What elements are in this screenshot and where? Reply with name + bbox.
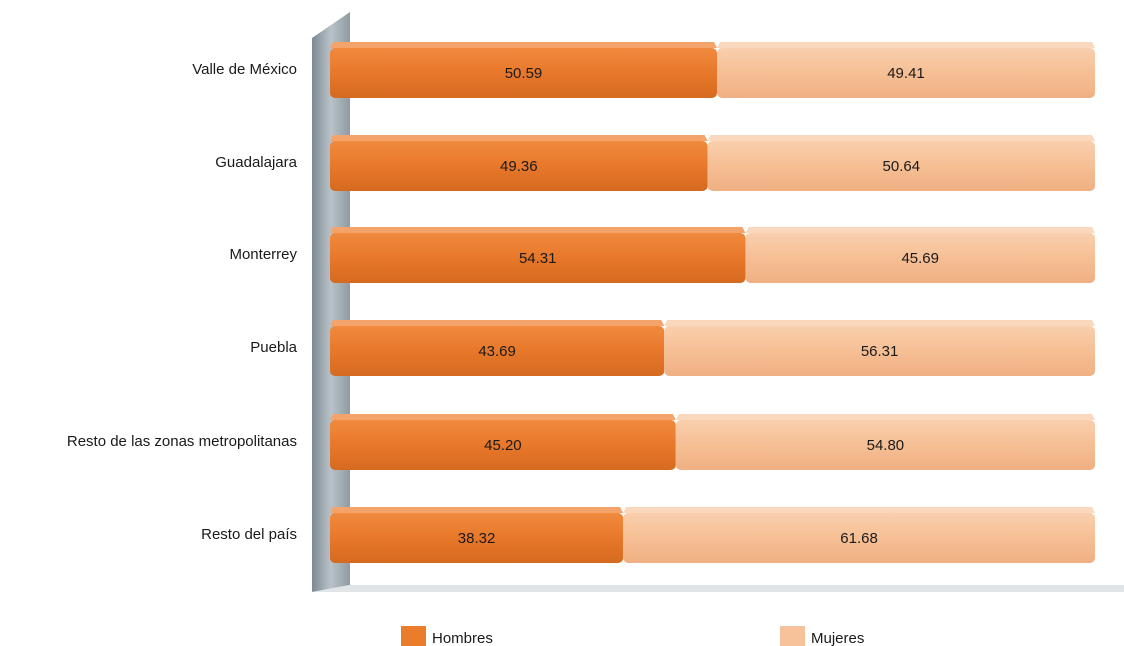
data-label-mujeres: 50.64 [883,158,921,175]
bar-mujeres [623,513,1095,563]
category-labels: Valle de México Guadalajara Monterrey Puebl… [67,61,298,543]
bar-top-hombres [330,320,665,326]
data-label-hombres: 49.36 [500,158,538,175]
legend: Hombres Mujeres [401,626,864,646]
bar-top-hombres [330,507,624,513]
bar-hombres [330,513,624,563]
bar-top-mujeres [707,135,1095,141]
bar-mujeres [664,326,1095,376]
category-label: Monterrey [229,246,297,263]
bar-top-hombres [330,414,676,420]
data-label-hombres: 45.20 [484,437,522,454]
data-label-mujeres: 49.41 [887,65,925,82]
data-label-hombres: 54.31 [519,250,557,267]
bar-top-hombres [330,135,708,141]
bar-hombres [330,141,708,191]
data-label-hombres: 38.32 [458,530,496,547]
bar-mujeres [707,141,1095,191]
axis-wall [312,12,350,592]
bar-hombres [330,420,676,470]
category-label: Puebla [250,339,297,356]
bar-top-mujeres [745,227,1095,233]
data-label-mujeres: 54.80 [867,437,905,454]
bar-top-mujeres [717,42,1095,48]
data-label-hombres: 43.69 [478,343,516,360]
legend-swatch-mujeres [780,626,805,646]
category-label: Resto de las zonas metropolitanas [67,433,297,450]
bar-top-mujeres [664,320,1095,326]
legend-label-mujeres: Mujeres [811,630,864,646]
bar-top-mujeres [675,414,1095,420]
bar-mujeres [675,420,1095,470]
bar-top-hombres [330,227,746,233]
bar-hombres [330,233,746,283]
bar-top-mujeres [623,507,1095,513]
axis-floor [312,585,1124,592]
bar-mujeres [745,233,1095,283]
bar-hombres [330,326,665,376]
category-label: Valle de México [192,61,297,78]
category-label: Resto del país [201,526,297,543]
legend-swatch-hombres [401,626,426,646]
data-label-mujeres: 45.69 [901,250,939,267]
data-label-hombres: 50.59 [505,65,543,82]
bar-top-hombres [330,42,718,48]
data-label-mujeres: 56.31 [861,343,899,360]
bar-mujeres [717,48,1095,98]
bars-group: 50.59 49.41 49.36 50.64 54.31 45.69 43.69 56.31… [330,42,1095,563]
category-label: Guadalajara [215,154,297,171]
legend-label-hombres: Hombres [432,630,493,646]
data-label-mujeres: 61.68 [840,530,878,547]
bar-hombres [330,48,718,98]
